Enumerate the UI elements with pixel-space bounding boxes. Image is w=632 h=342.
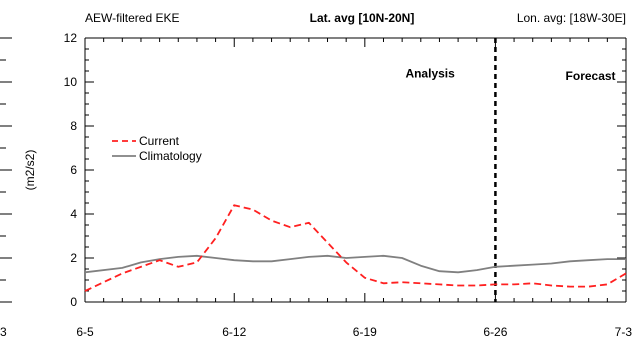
- y-tick-label: 6: [70, 163, 77, 177]
- x-ticks: 6-5 6-12 6-19 6-26 7-3: [76, 38, 632, 339]
- axes: [84, 37, 627, 303]
- y-ticks: 0 2 4 6 8 10 12: [64, 31, 626, 309]
- series-group: [84, 204, 627, 292]
- x-tick-label: 7-3: [615, 325, 632, 339]
- y-tick-label: 10: [64, 75, 78, 89]
- region-label-forecast: Forecast: [566, 69, 616, 83]
- x-tick-label: 6-5: [76, 325, 94, 339]
- x-tick-label: 6-26: [483, 325, 507, 339]
- y-axis-label: (m2/s2): [23, 150, 37, 191]
- y-tick-label: 0: [70, 295, 77, 309]
- chart-title-left: AEW-filtered EKE: [85, 11, 179, 25]
- legend: Current Climatology: [112, 134, 202, 163]
- x-tick-label: 6-19: [353, 325, 377, 339]
- title-strip: AEW-filtered EKE Lat. avg [10N-20N] Lon.…: [85, 11, 626, 25]
- chart-title-right: Lon. avg: [18W-30E]: [517, 11, 626, 25]
- left-edge-tick-label: 3: [0, 325, 7, 339]
- y-tick-label: 2: [70, 251, 77, 265]
- legend-label-current: Current: [139, 134, 180, 148]
- series-line-climatology: [84, 254, 626, 274]
- chart-title-center: Lat. avg [10N-20N]: [310, 11, 415, 25]
- y-tick-label: 12: [64, 31, 78, 45]
- left-neighbor-panel-remnant: 3: [0, 37, 12, 339]
- legend-label-climatology: Climatology: [139, 149, 202, 163]
- region-label-analysis: Analysis: [405, 67, 455, 81]
- x-tick-label: 6-12: [222, 325, 246, 339]
- series-line-current: [84, 204, 627, 292]
- y-tick-label: 4: [70, 207, 77, 221]
- y-tick-label: 8: [70, 119, 77, 133]
